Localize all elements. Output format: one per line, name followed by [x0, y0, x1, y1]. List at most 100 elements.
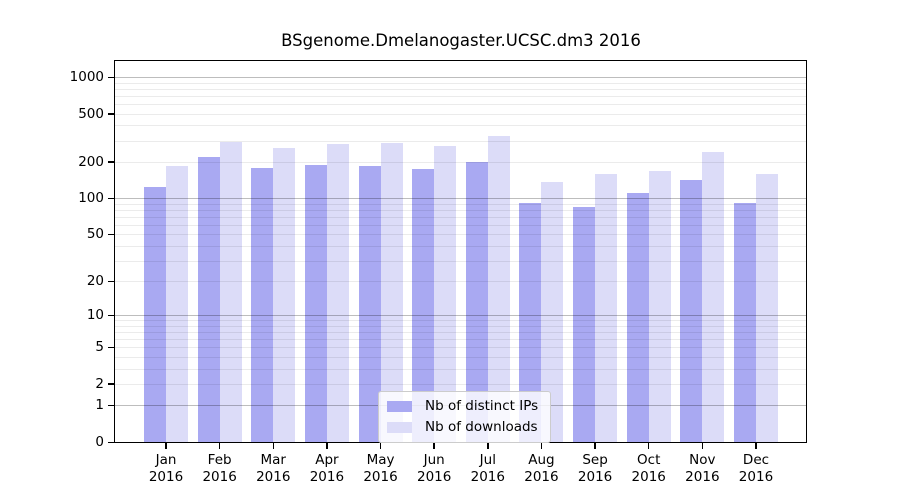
legend-swatch-distinct-ips	[387, 400, 412, 412]
bar-downloads	[219, 141, 242, 442]
gridline-minor	[115, 104, 806, 105]
bar-distinct-ips	[197, 156, 220, 442]
gridline-minor	[115, 125, 806, 127]
bar-downloads	[595, 174, 618, 442]
bar-downloads	[273, 148, 296, 442]
gridline-minor	[115, 357, 806, 358]
x-tick-mark	[594, 443, 596, 449]
legend: Nb of distinct IPs Nb of downloads	[378, 391, 552, 443]
y-tick-label: 20	[86, 273, 104, 290]
y-tick-mark	[108, 441, 114, 443]
x-tick-label: Oct 2016	[631, 452, 666, 485]
x-tick-label: Mar 2016	[256, 452, 291, 485]
y-tick-mark	[108, 233, 114, 236]
bar-downloads	[648, 170, 671, 442]
bar-distinct-ips	[412, 169, 435, 442]
bar-downloads	[326, 144, 349, 442]
bar-downloads	[487, 135, 510, 442]
x-tick-mark	[218, 443, 221, 449]
legend-label-distinct-ips: Nb of distinct IPs	[425, 398, 539, 414]
x-tick-mark	[647, 443, 650, 449]
legend-label-downloads: Nb of downloads	[425, 419, 538, 435]
gridline-minor	[115, 260, 806, 262]
bar-downloads	[434, 146, 457, 442]
gridline-minor	[115, 88, 806, 90]
legend-item-distinct-ips: Nb of distinct IPs	[387, 398, 538, 414]
y-tick-label: 500	[78, 105, 104, 122]
y-tick-mark	[108, 76, 114, 78]
gridline-minor	[115, 368, 806, 370]
bar-distinct-ips	[733, 202, 756, 442]
gridline-minor	[115, 281, 806, 283]
x-tick-label: Apr 2016	[309, 452, 345, 485]
gridline-major	[115, 198, 806, 200]
bar-distinct-ips	[680, 179, 703, 442]
y-tick-label: 5	[95, 339, 104, 356]
y-tick-label: 200	[78, 153, 104, 170]
bar-downloads	[380, 142, 403, 442]
x-tick-mark	[487, 443, 489, 449]
x-tick-label: Feb 2016	[202, 452, 237, 485]
legend-item-downloads: Nb of downloads	[387, 419, 538, 435]
gridline-minor	[115, 140, 806, 142]
y-tick-label: 10	[86, 307, 104, 324]
plot-area: Nb of distinct IPs Nb of downloads 0 1 2 5 1…	[70, 60, 807, 485]
gridline-major	[115, 315, 806, 317]
x-tick-label: Jan 2016	[148, 452, 184, 485]
y-tick-mark	[108, 113, 114, 115]
y-tick-mark	[108, 383, 114, 385]
x-tick-label: Sep 2016	[577, 452, 613, 485]
gridline-minor	[115, 113, 806, 115]
x-tick-label: Jul 2016	[470, 452, 505, 485]
bar-downloads	[166, 165, 188, 442]
x-tick-mark	[433, 443, 435, 449]
y-tick-mark	[108, 404, 114, 407]
gridline-minor	[115, 224, 806, 226]
bar-downloads	[702, 151, 725, 442]
bar-downloads	[755, 173, 778, 442]
gridline-minor	[115, 320, 806, 322]
x-tick-mark	[755, 443, 757, 449]
bar-distinct-ips	[465, 162, 488, 442]
x-tick-mark	[701, 443, 704, 449]
bar-distinct-ips	[144, 187, 166, 442]
gridline-minor	[115, 209, 806, 211]
y-tick-mark	[108, 280, 114, 283]
gridline-minor	[115, 339, 806, 341]
chart-title: BSgenome.Dmelanogaster.UCSC.dm3 2016	[281, 31, 641, 50]
bar-distinct-ips	[251, 167, 274, 442]
x-tick-label: Dec 2016	[738, 452, 774, 485]
y-tick-label: 1000	[69, 69, 104, 85]
x-tick-label: Nov 2016	[685, 452, 720, 485]
gridline-major	[115, 77, 806, 78]
y-tick-mark	[108, 161, 114, 163]
bar-distinct-ips	[626, 193, 649, 442]
x-tick-mark	[540, 443, 543, 449]
gridline-minor	[115, 95, 806, 97]
y-tick-label: 1	[95, 397, 104, 414]
y-tick-label: 100	[78, 190, 104, 207]
gridline-minor	[115, 161, 806, 163]
gridline-minor	[115, 347, 806, 349]
gridline-minor	[115, 325, 806, 327]
x-tick-label: Aug 2016	[524, 452, 559, 485]
y-tick-label: 50	[86, 226, 104, 243]
y-tick-label: 0	[95, 434, 104, 450]
gridline-minor	[115, 234, 806, 236]
x-tick-mark	[272, 443, 275, 449]
gridline-minor	[115, 82, 806, 84]
gridline-minor	[115, 216, 806, 218]
x-tick-mark	[165, 443, 167, 449]
bar-distinct-ips	[519, 202, 542, 442]
gridline-minor	[115, 332, 806, 334]
gridline-minor	[115, 245, 806, 247]
gridline-minor	[115, 203, 806, 205]
y-tick-mark	[108, 314, 114, 317]
y-tick-mark	[108, 346, 114, 349]
x-tick-label: Jun 2016	[416, 452, 452, 485]
x-tick-label: May 2016	[363, 452, 398, 485]
gridline-minor	[115, 384, 806, 385]
legend-swatch-downloads	[387, 421, 412, 433]
bar-downloads	[541, 181, 564, 442]
